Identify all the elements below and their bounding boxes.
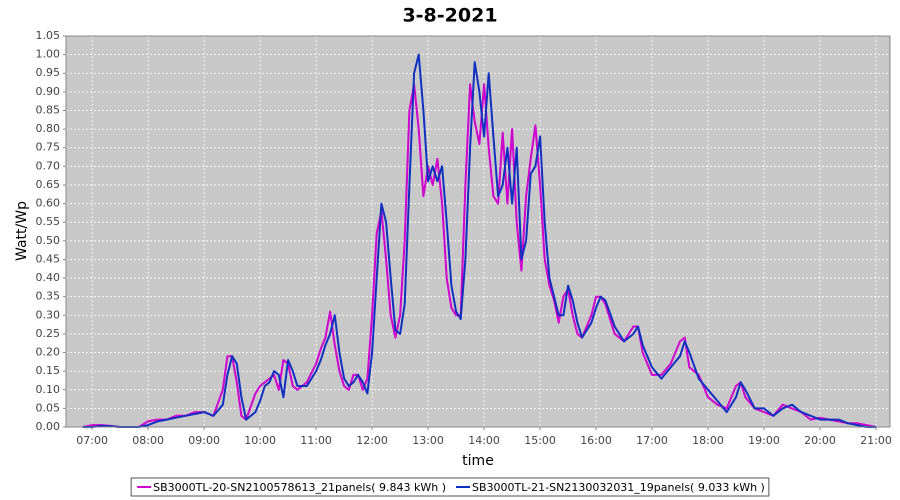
legend: SB3000TL-20-SN2100578613_21panels( 9.843…: [130, 477, 770, 497]
y-tick-label: 0.80: [36, 122, 61, 135]
y-tick-label: 0.60: [36, 197, 61, 210]
y-axis-label: Watt/Wp: [14, 201, 30, 261]
chart-title: 3-8-2021: [402, 5, 497, 27]
x-tick-label: 15:00: [524, 434, 556, 447]
x-tick-label: 12:00: [356, 434, 388, 447]
y-tick-label: 0.25: [36, 327, 61, 340]
y-tick-label: 1.05: [36, 29, 61, 42]
x-tick-label: 16:00: [580, 434, 612, 447]
y-tick-label: 0.00: [36, 420, 61, 433]
x-tick-label: 07:00: [76, 434, 108, 447]
x-tick-label: 10:00: [244, 434, 276, 447]
x-tick-label: 08:00: [132, 434, 164, 447]
y-tick-label: 0.50: [36, 234, 61, 247]
x-tick-label: 14:00: [468, 434, 500, 447]
y-tick-label: 0.35: [36, 290, 61, 303]
y-tick-label: 0.75: [36, 141, 61, 154]
y-tick-label: 0.40: [36, 271, 61, 284]
y-tick-label: 0.20: [36, 346, 61, 359]
y-tick-label: 0.15: [36, 364, 61, 377]
x-tick-label: 17:00: [636, 434, 668, 447]
y-tick-label: 0.55: [36, 215, 61, 228]
y-tick-label: 0.85: [36, 103, 61, 116]
y-tick-label: 0.30: [36, 308, 61, 321]
y-tick-label: 0.70: [36, 159, 61, 172]
plot-area: [66, 36, 890, 427]
x-tick-label: 13:00: [412, 434, 444, 447]
x-tick-label: 21:00: [860, 434, 892, 447]
y-tick-label: 0.05: [36, 401, 61, 414]
x-tick-label: 19:00: [748, 434, 780, 447]
legend-box: [130, 477, 770, 497]
legend-label: SB3000TL-20-SN2100578613_21panels( 9.843…: [153, 481, 446, 494]
x-axis-label: time: [462, 453, 494, 469]
y-tick-label: 0.45: [36, 252, 61, 265]
y-tick-label: 0.90: [36, 85, 61, 98]
x-tick-label: 18:00: [692, 434, 724, 447]
x-tick-label: 20:00: [804, 434, 836, 447]
y-tick-label: 0.10: [36, 383, 61, 396]
legend-label: SB3000TL-21-SN2130032031_19panels( 9.033…: [472, 481, 765, 494]
x-tick-label: 11:00: [300, 434, 332, 447]
x-tick-label: 09:00: [188, 434, 220, 447]
y-tick-label: 0.95: [36, 66, 61, 79]
y-tick-label: 1.00: [36, 48, 61, 61]
plot-border: [65, 35, 891, 428]
series-line: [82, 53, 876, 428]
y-tick-label: 0.65: [36, 178, 61, 191]
